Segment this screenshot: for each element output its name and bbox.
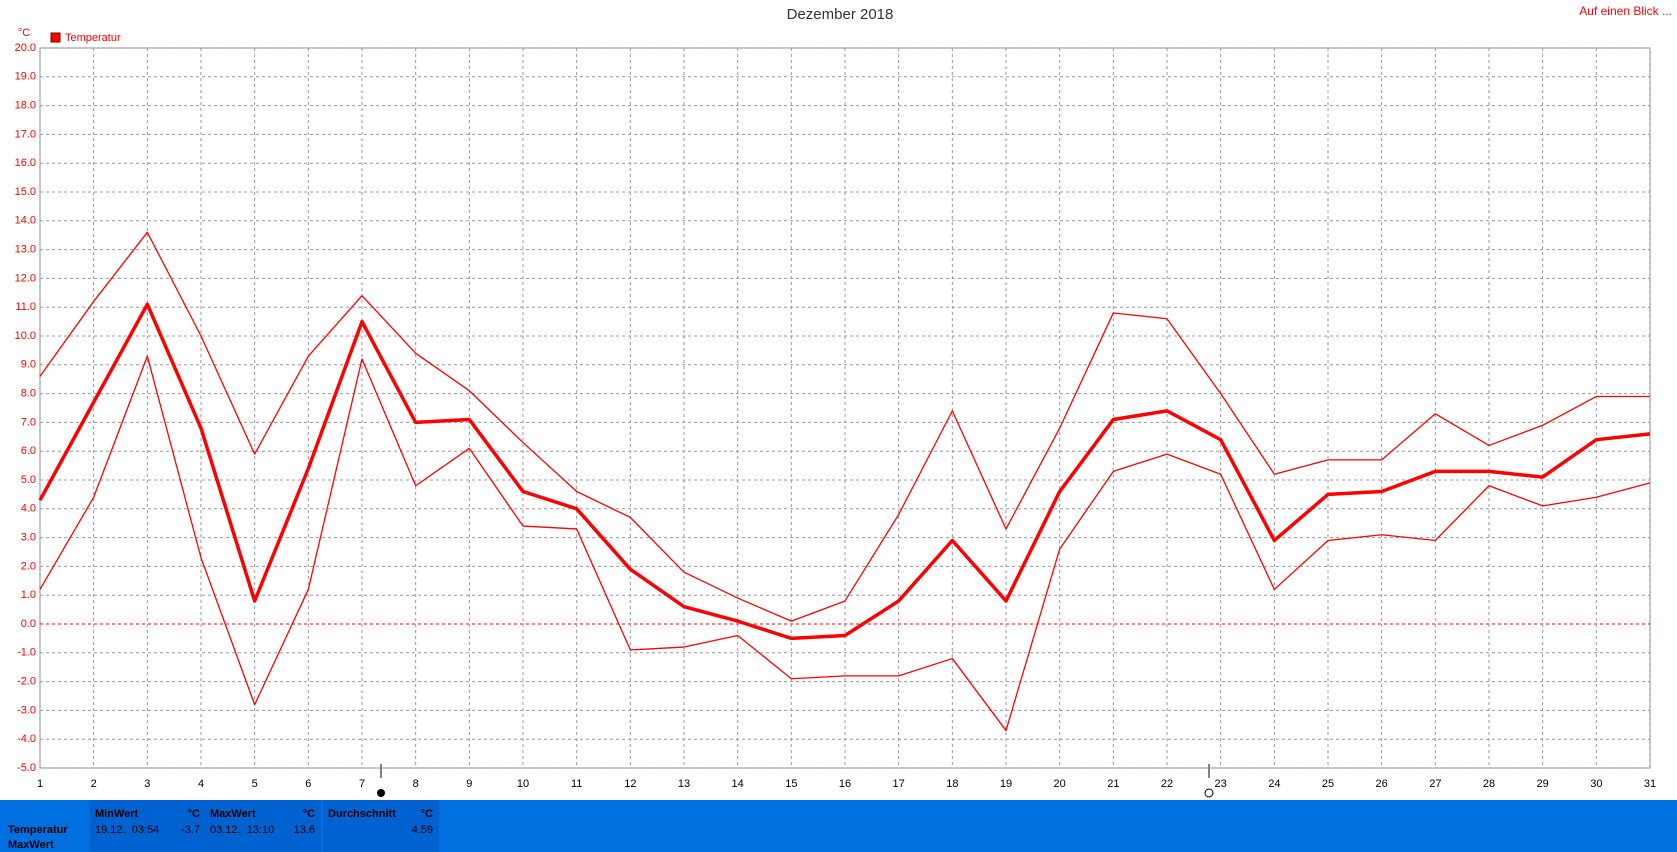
cell-value: -3.7 [181,824,200,836]
cell-value: 13.6 [293,824,315,836]
y-tick-label: 8.0 [21,388,36,400]
x-tick-label: 20 [1054,778,1066,790]
y-unit: °C [18,27,30,39]
x-tick-label: 8 [413,778,419,790]
x-tick-label: 26 [1376,778,1388,790]
overview-link[interactable]: Auf einen Blick ... [1579,4,1672,18]
x-tick-label: 27 [1429,778,1441,790]
cell-unit: °C [187,808,200,820]
y-tick-label: 14.0 [15,215,36,227]
series-line [39,355,1651,732]
y-tick-label: -4.0 [17,733,36,745]
y-tick-label: -3.0 [17,704,36,716]
y-tick-label: -5.0 [17,762,36,774]
cell-header: MaxWert [210,808,256,820]
cell-value: 4.59 [411,824,433,836]
cell-unit: °C [302,808,315,820]
x-tick-label: 7 [359,778,365,790]
x-tick-label: 23 [1215,778,1227,790]
x-tick-label: 3 [144,778,150,790]
legend-swatch [50,32,61,43]
x-tick-label: 11 [571,778,582,790]
cell-time: 19.12. 03:54 [95,824,160,836]
y-tick-label: 9.0 [21,359,36,371]
y-tick-label: 7.0 [21,416,36,428]
y-tick-label: 12.0 [15,272,36,284]
x-tick-label: 9 [466,778,472,790]
y-tick-label: 16.0 [15,157,36,169]
summary-cell: MaxWert °C 03.12. 13:10 13.6 [205,800,321,852]
chart: Dezember 2018 °C Temperatur Auf einen Bl… [15,4,1672,798]
x-tick-label: 10 [517,778,529,790]
x-tick-label: 1 [37,778,43,790]
legend-label: Temperatur [65,32,121,44]
cell-header: Durchschnitt [328,808,396,820]
y-tick-label: 11.0 [15,301,36,313]
summary-panel: Temperatur MaxWert MinWert °C 19.12. 03:54… [0,800,1677,852]
x-tick-label: 6 [305,778,311,790]
cell-unit: °C [420,808,433,820]
x-tick-label: 5 [252,778,258,790]
cell-time: 03.12. 13:10 [210,824,275,836]
series-line [39,231,1650,622]
x-tick-label: 19 [1000,778,1012,790]
x-tick-label: 13 [678,778,690,790]
cell-header: MinWert [95,808,139,820]
x-tick-label: 4 [198,778,204,790]
x-tick-label: 21 [1107,778,1119,790]
x-tick-label: 24 [1268,778,1280,790]
y-tick-label: 17.0 [15,128,36,140]
x-tick-label: 17 [893,778,905,790]
y-tick-label: 18.0 [15,100,36,112]
row-label: Temperatur [8,824,68,836]
summary-cell: Durchschnitt °C 4.59 [323,800,439,852]
x-tick-label: 18 [946,778,958,790]
y-tick-label: -1.0 [17,647,36,659]
summary-cell: MinWert °C 19.12. 03:54 -3.7 [90,800,206,852]
x-tick-label: 15 [785,778,797,790]
y-tick-label: 10.0 [15,330,36,342]
x-tick-label: 29 [1537,778,1549,790]
marker-dot [377,789,385,797]
x-tick-label: 28 [1483,778,1495,790]
y-tick-label: 1.0 [21,589,36,601]
x-tick-label: 25 [1322,778,1334,790]
x-tick-label: 31 [1644,778,1656,790]
x-tick-label: 2 [91,778,97,790]
x-tick-label: 30 [1590,778,1602,790]
y-tick-label: 6.0 [21,445,36,457]
y-tick-label: 13.0 [15,244,36,256]
y-tick-label: -2.0 [17,676,36,688]
y-tick-label: 4.0 [21,503,36,515]
y-tick-label: 3.0 [21,532,36,544]
row-label: MaxWert [8,839,54,851]
y-tick-label: 0.0 [21,618,36,630]
x-tick-label: 12 [624,778,636,790]
x-tick-label: 14 [732,778,744,790]
y-tick-label: 19.0 [15,71,36,83]
marker-dot [1204,788,1214,798]
chart-title: Dezember 2018 [787,6,894,23]
series-line [38,302,1651,641]
x-tick-label: 16 [839,778,851,790]
x-tick-label: 22 [1161,778,1173,790]
y-tick-label: 5.0 [21,474,36,486]
y-tick-label: 2.0 [21,560,36,572]
y-tick-label: 20.0 [15,42,36,54]
y-tick-label: 15.0 [15,186,36,198]
